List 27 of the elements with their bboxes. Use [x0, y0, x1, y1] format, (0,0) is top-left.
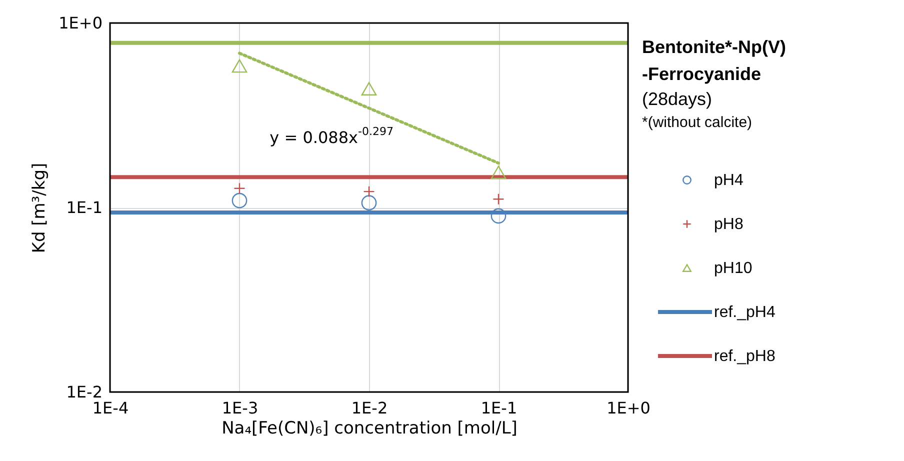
point — [234, 182, 246, 194]
point — [490, 166, 506, 180]
legend-label: pH4 — [714, 172, 744, 189]
x-tick-label: 1E-4 — [92, 398, 129, 418]
point — [490, 208, 506, 224]
x-tick-label: 1E+0 — [606, 398, 650, 418]
legend-label: pH10 — [714, 260, 752, 277]
legend-label: pH8 — [714, 216, 744, 233]
y-tick-label: 1E+0 — [58, 14, 102, 32]
x-tick-label: 1E-3 — [222, 398, 258, 418]
point — [363, 186, 375, 198]
point — [361, 82, 377, 96]
y-tick-label: 1E-2 — [66, 382, 102, 402]
y-tick-label: 1E-1 — [66, 198, 102, 217]
point — [361, 195, 377, 210]
x-tick-label: 1E-2 — [351, 398, 388, 418]
text: Bentonite*-Np(V) -Ferrocyanide — [642, 37, 786, 84]
point — [232, 59, 248, 73]
text: (28days) — [642, 89, 712, 109]
legend-label: ref._pH8 — [714, 348, 776, 365]
x-axis-title: Na₄[Fe(CN)₆] concentration [mol/L] — [222, 418, 518, 438]
point — [232, 192, 248, 208]
y-axis-title: Kd [m³/kg] — [30, 162, 50, 254]
text: *(without calcite) — [642, 114, 752, 131]
x-tick-label: 1E-1 — [480, 398, 518, 418]
legend-label: ref._pH4 — [714, 304, 776, 321]
point — [492, 193, 504, 205]
